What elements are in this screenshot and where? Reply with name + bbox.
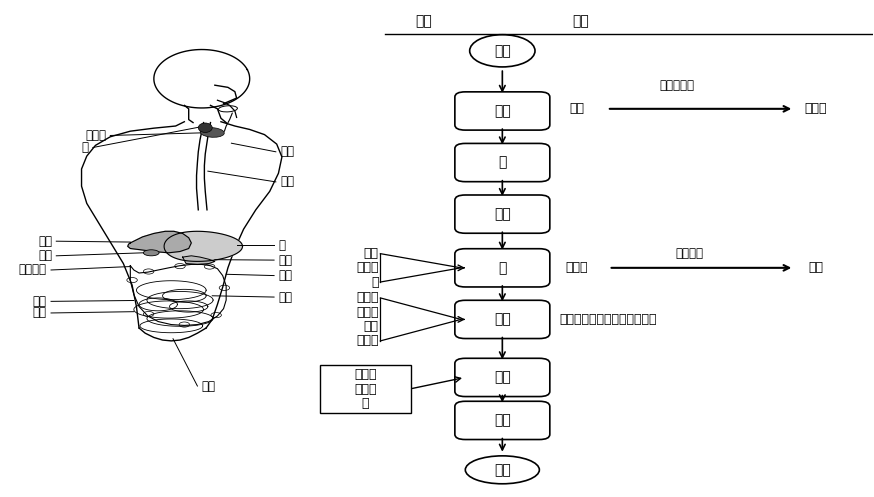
Text: 肛门: 肛门 [202,380,216,393]
Text: 脂肪酸: 脂肪酸 [356,334,378,347]
Text: 氨基酸: 氨基酸 [356,306,378,319]
Text: 食物: 食物 [494,44,510,58]
Text: （肠液、胆液、胆汁、脂肪）: （肠液、胆液、胆汁、脂肪） [559,313,656,326]
Text: 水: 水 [362,397,370,410]
Text: 淀粉: 淀粉 [569,102,584,115]
Polygon shape [183,256,215,264]
Text: 唾液腺: 唾液腺 [85,129,106,142]
Text: 葡萄糖: 葡萄糖 [356,291,378,305]
Text: 胰腺: 胰腺 [279,253,293,266]
Ellipse shape [198,123,212,133]
Text: 无机盐: 无机盐 [354,383,377,396]
Text: 肛门: 肛门 [494,414,510,427]
Text: 胃: 胃 [279,239,286,252]
Text: 甘油: 甘油 [364,320,378,333]
Text: 唾液淀粉酶: 唾液淀粉酶 [659,79,694,91]
Polygon shape [128,231,191,253]
Text: 小肠: 小肠 [494,313,510,327]
Text: 咽: 咽 [81,141,88,154]
Text: 多肽: 多肽 [808,261,823,274]
Ellipse shape [200,128,225,137]
Text: 食道: 食道 [281,175,295,188]
Text: 口腔: 口腔 [281,145,295,159]
Text: 阑尾: 阑尾 [32,307,46,320]
Text: 水: 水 [371,275,378,289]
Text: 吸收: 吸收 [415,14,433,29]
Text: 蛋白质: 蛋白质 [565,261,587,274]
Text: 肝脏: 肝脏 [38,235,52,248]
Text: 消化: 消化 [572,14,589,29]
Text: 维生素: 维生素 [354,368,377,381]
Text: 胃蛋白酶: 胃蛋白酶 [676,247,704,260]
Ellipse shape [143,250,159,256]
Text: 大肠: 大肠 [494,370,510,384]
Text: 食道: 食道 [494,207,510,221]
Text: 无机盐: 无机盐 [356,261,378,274]
Text: 咽: 咽 [498,156,507,169]
Text: 酒精: 酒精 [364,247,378,260]
Text: 小肠: 小肠 [279,291,293,304]
Text: 大肠: 大肠 [279,269,293,282]
Text: 粪便: 粪便 [494,463,510,477]
Text: 麦芽糖: 麦芽糖 [805,102,827,115]
Polygon shape [164,231,242,261]
Text: 胆囊: 胆囊 [38,249,52,262]
Text: 口腔: 口腔 [494,104,510,118]
Text: 胃: 胃 [498,261,507,275]
Text: 盲肠: 盲肠 [32,295,46,308]
Text: 十二指肠: 十二指肠 [18,263,46,276]
